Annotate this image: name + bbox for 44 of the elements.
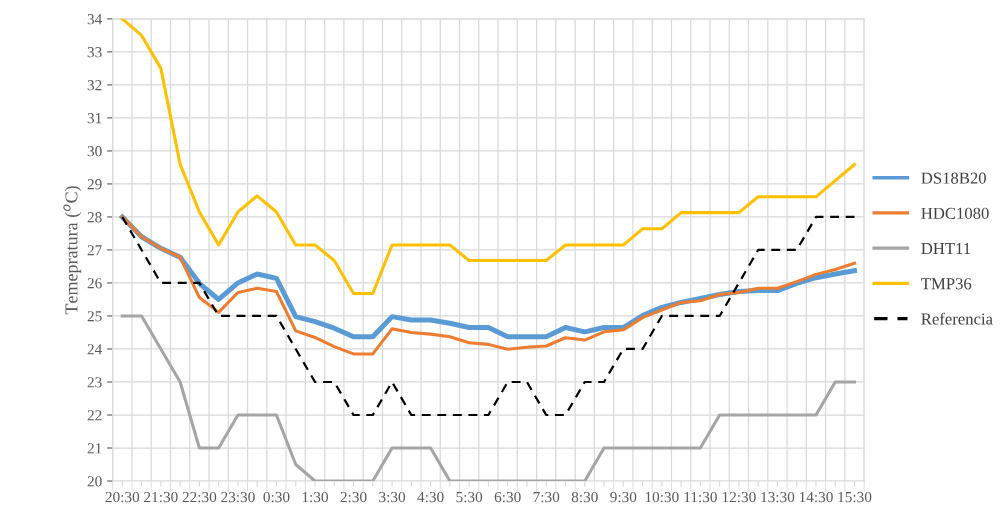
x-tick-label: 23:30: [221, 491, 255, 503]
y-tick-label: 21: [87, 443, 102, 454]
y-tick-label: 29: [87, 179, 102, 190]
x-tick-label: 21:30: [144, 491, 178, 503]
y-tick-label: 28: [87, 212, 102, 223]
x-tick-label: 0:30: [263, 491, 290, 503]
x-tick-label: 13:30: [761, 491, 795, 503]
y-tick-label: 20: [87, 476, 102, 487]
legend-label: TMP36: [921, 278, 972, 290]
legend-label: Referencia: [921, 312, 993, 325]
y-tick-label: 33: [87, 47, 102, 58]
x-tick-label: 9:30: [610, 491, 637, 503]
y-tick-label: 23: [87, 377, 102, 388]
x-tick-label: 22:30: [182, 491, 217, 503]
x-tick-label: 11:30: [684, 491, 717, 503]
x-tick-label: 15:30: [838, 491, 872, 503]
x-tick-label: 7:30: [533, 491, 560, 503]
y-tick-label: 25: [87, 311, 102, 322]
x-tick-label: 6:30: [494, 491, 521, 503]
x-tick-label: 3:30: [379, 491, 406, 503]
x-tick-label: 14:30: [799, 491, 833, 503]
y-tick-label: 32: [87, 80, 102, 91]
x-tick-label: 8:30: [571, 491, 598, 503]
x-tick-label: 20:30: [105, 491, 140, 503]
legend-label: HDC1080: [921, 207, 989, 219]
x-tick-label: 1:30: [302, 491, 328, 503]
line-series: [121, 215, 856, 417]
y-tick-label: 31: [87, 113, 102, 124]
y-tick-label: 34: [87, 14, 103, 25]
x-tick-label: 10:30: [645, 491, 679, 503]
y-tick-label: 24: [87, 344, 103, 355]
legend-label: DS18B20: [921, 172, 986, 184]
y-tick-label: 22: [87, 410, 102, 421]
x-tick-label: 5:30: [456, 491, 483, 503]
line-series: [120, 314, 857, 482]
x-tick-label: 4:30: [417, 491, 444, 503]
x-tick-label: 2:30: [340, 491, 367, 503]
x-tick-label: 12:30: [722, 491, 756, 503]
line-series: [120, 18, 857, 296]
y-tick-label: 27: [87, 245, 102, 256]
y-axis-title: Temepratura ($^{o}$C): [63, 186, 82, 315]
y-tick-label: 26: [87, 278, 102, 289]
legend-label: DHT11: [921, 243, 971, 255]
y-tick-label: 30: [87, 146, 102, 157]
